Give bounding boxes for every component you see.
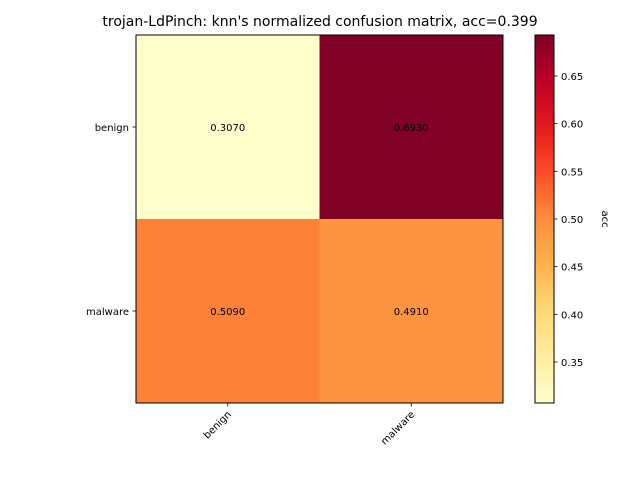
colorbar-tick-label: 0.65	[561, 72, 583, 83]
chart-title: trojan-LdPinch: knn's normalized confusi…	[102, 14, 537, 30]
cell-value-label: 0.6930	[394, 123, 429, 134]
colorbar-tick-label: 0.40	[561, 310, 583, 321]
heatmap-cell-malware-benign	[136, 219, 320, 404]
colorbar-tick-label: 0.60	[561, 120, 583, 131]
heatmap-cell-benign-benign	[136, 35, 320, 220]
x-tick-label: benign	[202, 409, 234, 441]
colorbar-ticks: 0.35 0.40 0.45 0.50 0.55 0.60 0.65	[554, 72, 583, 369]
colorbar	[535, 35, 554, 403]
heatmap-cell-labels: 0.3070 0.6930 0.5090 0.4910	[210, 123, 429, 318]
colorbar-tick-label: 0.50	[561, 215, 583, 226]
heatmap-cell-benign-malware	[319, 35, 504, 220]
cell-value-label: 0.4910	[394, 307, 429, 318]
colorbar-label: acc	[599, 210, 610, 227]
y-axis: benign malware	[86, 123, 136, 318]
heatmap-cells	[136, 35, 504, 404]
y-tick-label: malware	[86, 307, 129, 318]
colorbar-tick-label: 0.55	[561, 167, 583, 178]
x-tick-label: malware	[379, 409, 417, 447]
colorbar-tick-label: 0.35	[561, 358, 583, 369]
x-axis: benign malware	[202, 403, 417, 448]
plot-frame	[135, 34, 504, 404]
colorbar-tick-label: 0.45	[561, 263, 583, 274]
cell-value-label: 0.5090	[210, 307, 245, 318]
heatmap-cell-malware-malware	[319, 219, 504, 404]
cell-value-label: 0.3070	[210, 123, 245, 134]
y-tick-label: benign	[95, 123, 129, 134]
